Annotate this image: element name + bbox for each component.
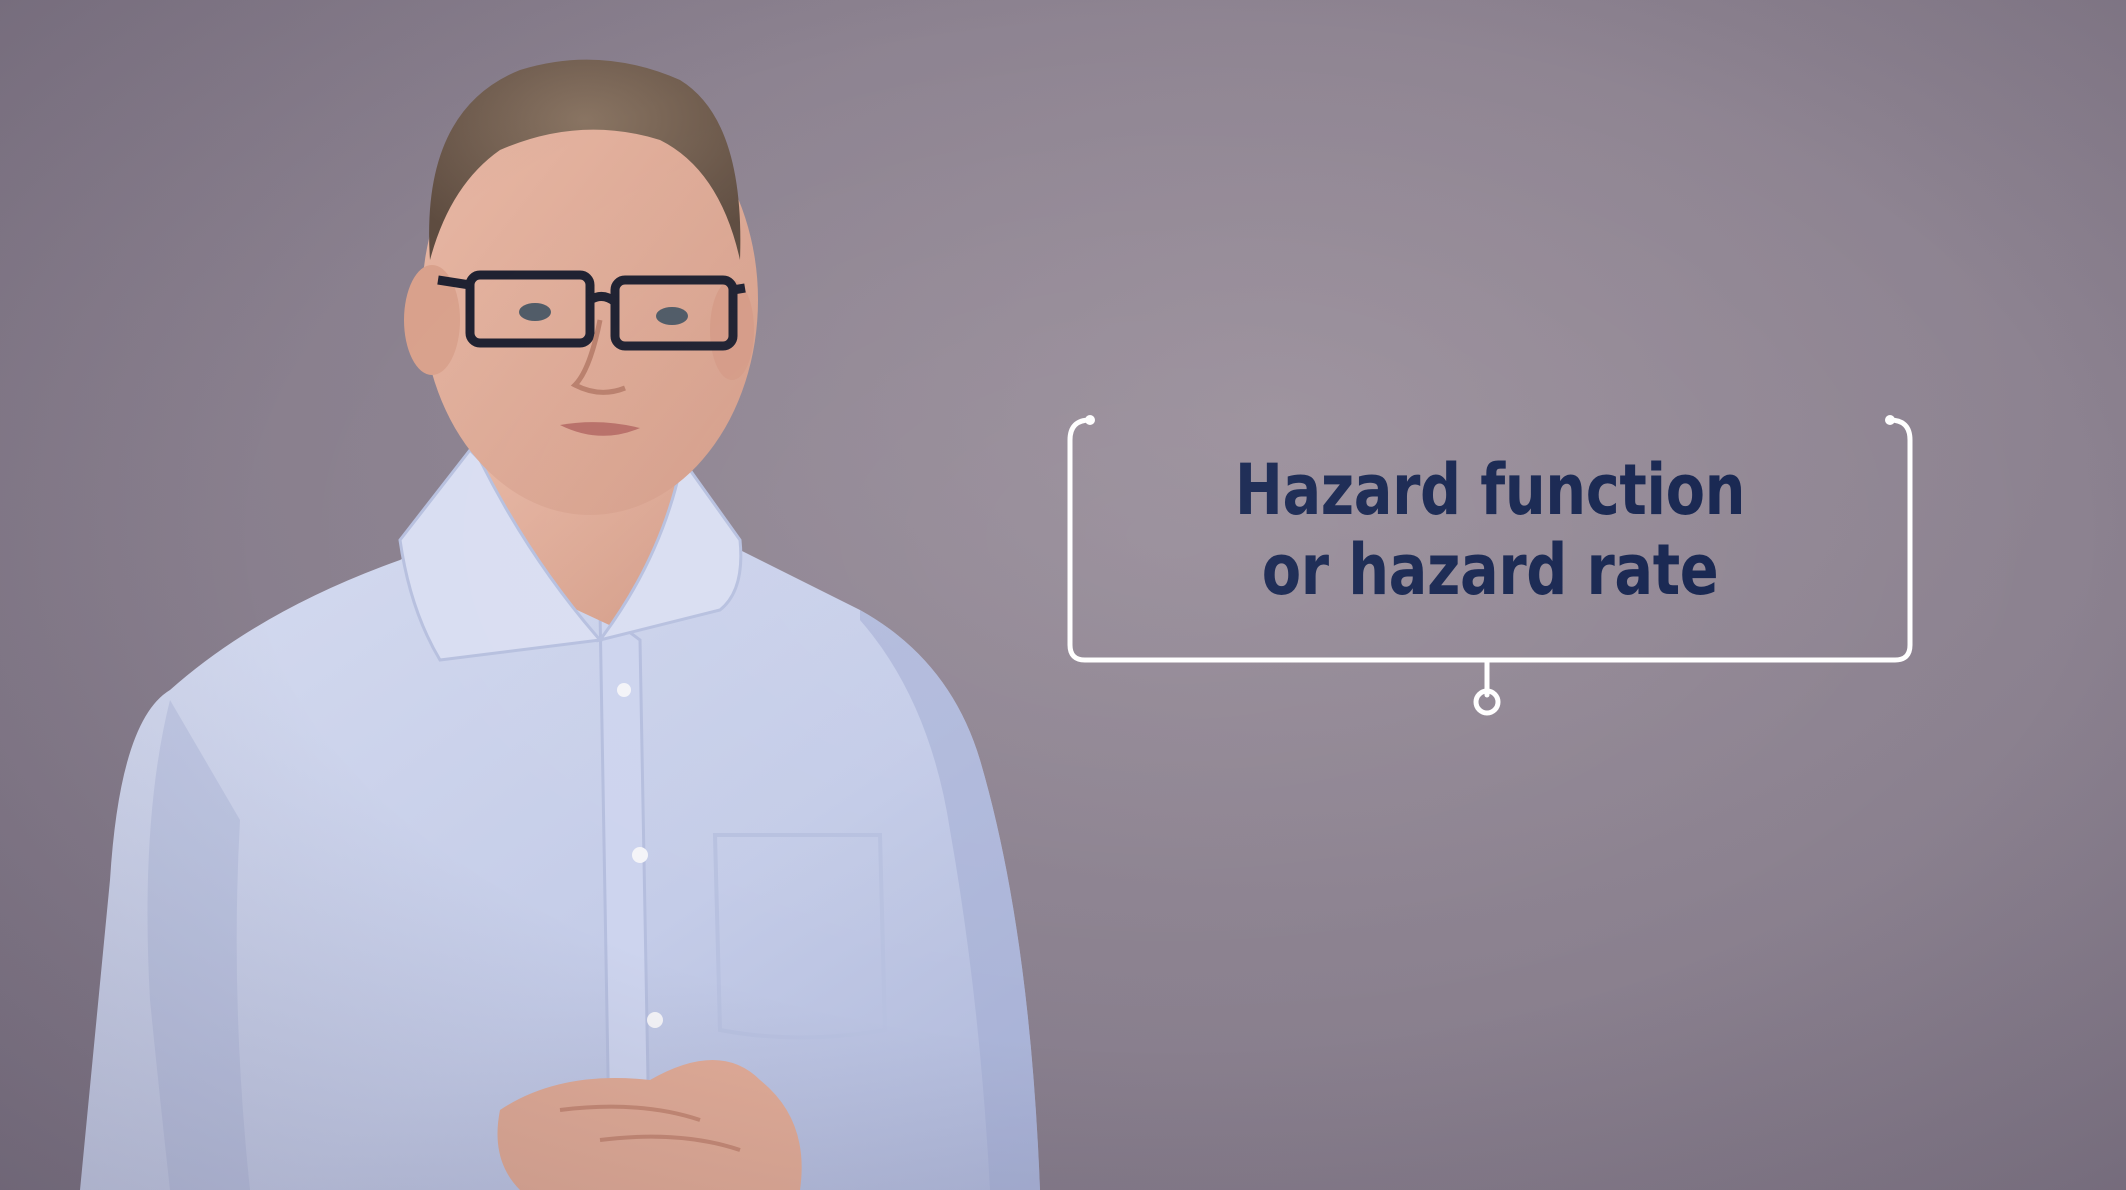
hair [429, 59, 741, 260]
callout-title-line-1: Hazard function [1234, 449, 1746, 531]
mouth [560, 422, 640, 436]
callout-frame-start-dot [1085, 415, 1095, 425]
nose [570, 319, 626, 395]
right-eye [656, 307, 688, 325]
glasses [437, 270, 746, 351]
callout-title: Hazard function or hazard rate [1150, 450, 1831, 610]
shirt [80, 520, 1040, 1190]
shirt-button [617, 683, 631, 697]
shirt-button [632, 847, 648, 863]
callout-frame [1067, 415, 1913, 716]
presenter-figure [80, 59, 1040, 1190]
callout-pointer-ring [1473, 688, 1501, 716]
left-ear [404, 265, 460, 375]
hands [497, 1060, 802, 1190]
collar-right [596, 468, 743, 643]
callout-title-line-2: or hazard rate [1261, 529, 1719, 611]
callout-frame-end-dot [1885, 415, 1895, 425]
shirt-pocket [712, 833, 888, 1040]
left-eye [519, 303, 551, 321]
callout-box: Hazard function or hazard rate [1060, 405, 1920, 725]
shirt-button [647, 1012, 663, 1028]
